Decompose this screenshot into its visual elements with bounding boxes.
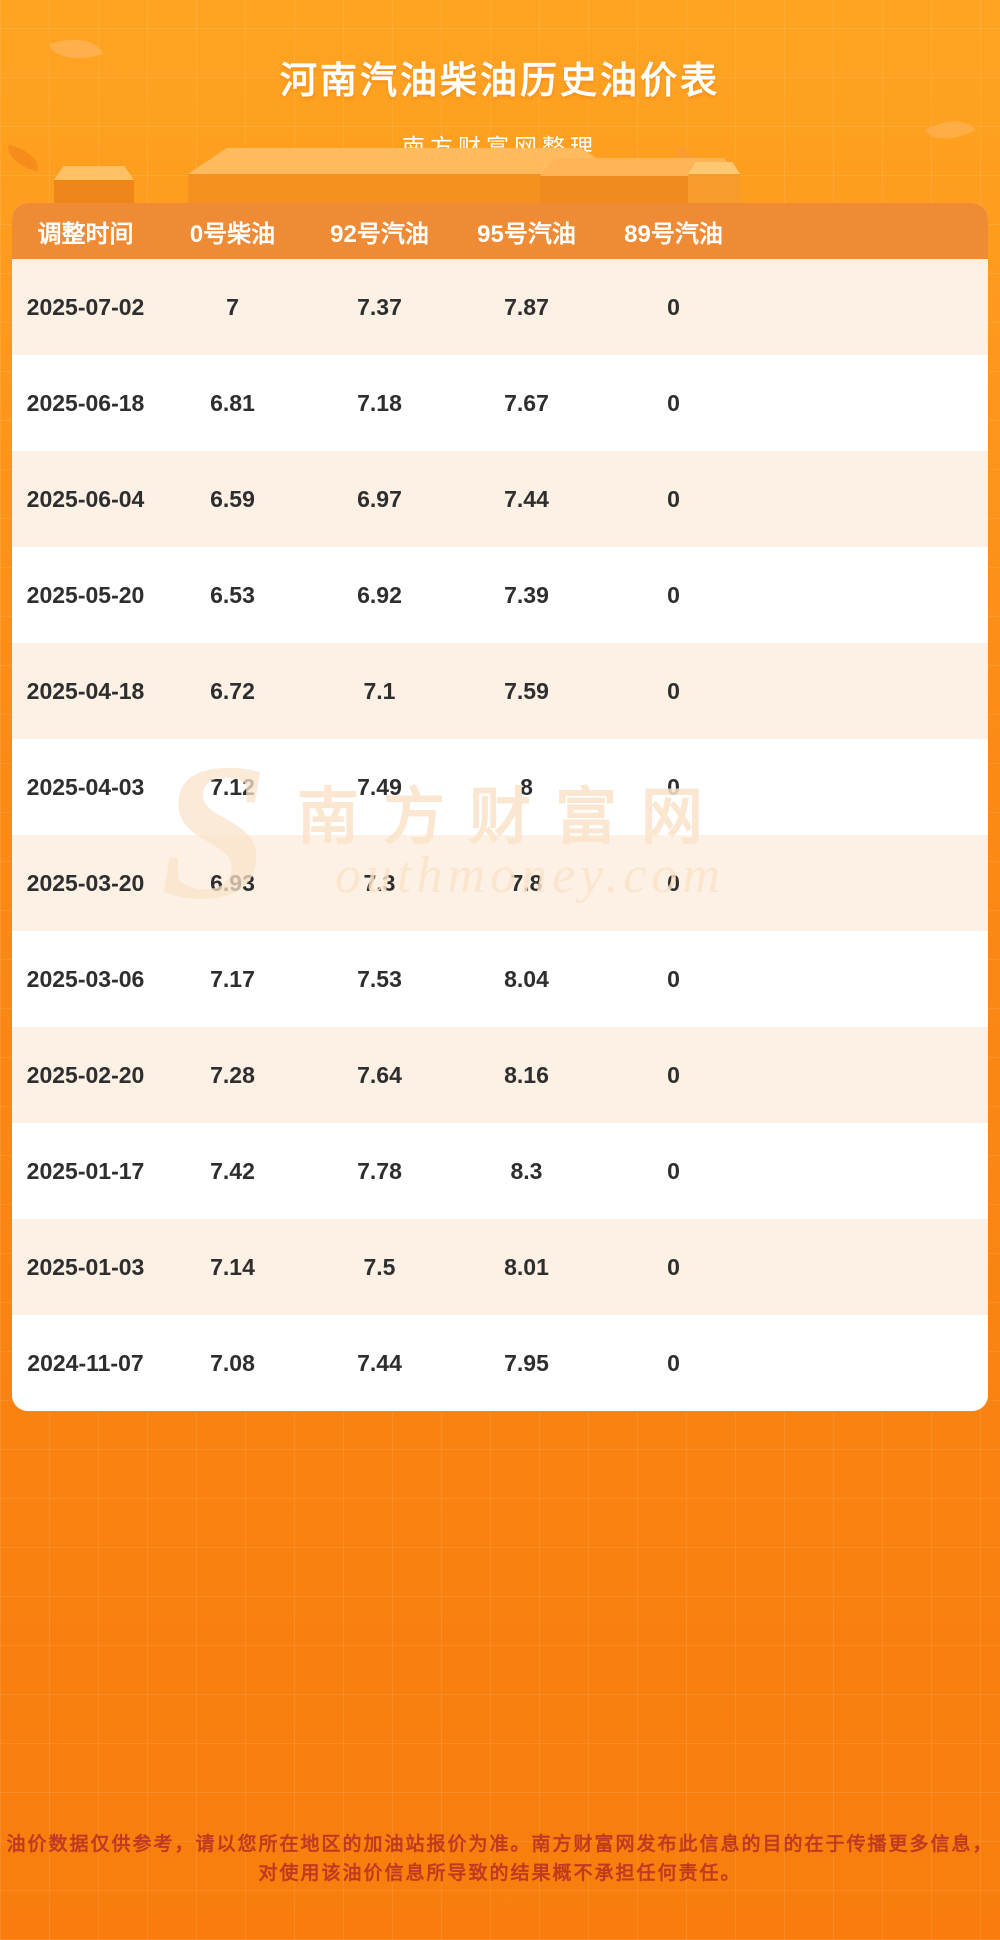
date-cell: 2025-05-20: [26, 581, 145, 608]
date-cell: 2025-01-17: [26, 1157, 145, 1184]
date-cell: 2025-02-20: [26, 1061, 145, 1088]
price-cell: 6.97: [357, 485, 402, 512]
price-cell: 7.64: [357, 1061, 402, 1088]
table-row: 2025-05-20 6.53 6.92 7.39 0: [12, 547, 988, 643]
podium-decoration: [54, 180, 134, 204]
table-row: 2025-03-06 7.17 7.53 8.04 0: [12, 931, 988, 1027]
date-cell: 2025-07-02: [26, 293, 145, 320]
price-cell: 7.1: [363, 677, 396, 704]
price-cell: 0: [667, 677, 680, 704]
price-cell: 7.53: [357, 965, 402, 992]
price-cell: 0: [667, 389, 680, 416]
price-cell: 0: [667, 1157, 680, 1184]
price-cell: 7: [226, 293, 239, 320]
price-cell: 7.59: [504, 677, 549, 704]
price-cell: 7.44: [357, 1349, 402, 1376]
price-cell: 8.04: [504, 965, 549, 992]
price-cell: 7.87: [504, 293, 549, 320]
price-table: 调整时间 0号柴油 92号汽油 95号汽油 89号汽油 2025-07-02 7 7.37 7…: [12, 203, 988, 1411]
price-cell: 7.18: [357, 389, 402, 416]
table-row: 2025-04-18 6.72 7.1 7.59 0: [12, 643, 988, 739]
price-cell: 0: [667, 869, 680, 896]
price-cell: 6.72: [210, 677, 255, 704]
podium-decoration: [54, 166, 134, 180]
price-cell: 7.8: [510, 869, 543, 896]
price-cell: 6.81: [210, 389, 255, 416]
price-cell: 6.53: [210, 581, 255, 608]
page-subtitle: 南方财富网整理: [402, 134, 598, 160]
table-body: 2025-07-02 7 7.37 7.87 0 2025-06-18 6.81 7.18 7.…: [12, 259, 988, 1411]
price-cell: 7.28: [210, 1061, 255, 1088]
price-cell: 7.5: [363, 1253, 396, 1280]
price-cell: 7.49: [357, 773, 402, 800]
price-cell: 7.95: [504, 1349, 549, 1376]
date-cell: 2025-04-03: [26, 773, 145, 800]
price-cell: 0: [667, 1061, 680, 1088]
price-cell: 6.93: [210, 869, 255, 896]
price-cell: 7.67: [504, 389, 549, 416]
header-cell: 92号汽油: [330, 220, 429, 248]
price-cell: 0: [667, 1253, 680, 1280]
price-cell: 0: [667, 965, 680, 992]
price-cell: 0: [667, 581, 680, 608]
date-cell: 2025-03-06: [26, 965, 145, 992]
price-cell: 0: [667, 1349, 680, 1376]
price-cell: 6.92: [357, 581, 402, 608]
date-cell: 2025-06-04: [26, 485, 145, 512]
price-cell: 8.3: [510, 1157, 543, 1184]
podium-decoration: [688, 174, 740, 204]
date-cell: 2024-11-07: [27, 1349, 144, 1376]
podium-decoration: [540, 176, 738, 204]
price-cell: 0: [667, 485, 680, 512]
disclaimer-text: 油价数据仅供参考，请以您所在地区的加油站报价为准。南方财富网发布此信息的目的在于…: [6, 1834, 994, 1884]
price-cell: 7.39: [504, 581, 549, 608]
price-cell: 6.59: [210, 485, 255, 512]
table-row: 2025-04-03 7.12 7.49 8 0: [12, 739, 988, 835]
header-cell: 0号柴油: [189, 220, 276, 248]
price-cell: 7.44: [504, 485, 549, 512]
price-cell: 8.01: [504, 1253, 549, 1280]
date-cell: 2025-06-18: [26, 389, 145, 416]
price-cell: 0: [667, 293, 680, 320]
table-row: 2025-06-18 6.81 7.18 7.67 0: [12, 355, 988, 451]
table-row: 2025-01-03 7.14 7.5 8.01 0: [12, 1219, 988, 1315]
price-cell: 7.42: [210, 1157, 255, 1184]
table-row: 2025-02-20 7.28 7.64 8.16 0: [12, 1027, 988, 1123]
table-row: 2024-11-07 7.08 7.44 7.95 0: [12, 1315, 988, 1411]
price-cell: 7.78: [357, 1157, 402, 1184]
price-cell: 7.08: [210, 1349, 255, 1376]
header-cell: 调整时间: [37, 220, 134, 248]
price-cell: 8: [520, 773, 533, 800]
podium-decoration: [688, 162, 740, 174]
date-cell: 2025-04-18: [26, 677, 145, 704]
disclaimer: 油价数据仅供参考，请以您所在地区的加油站报价为准。南方财富网发布此信息的目的在于…: [0, 1830, 1000, 1888]
price-cell: 0: [667, 773, 680, 800]
table-header-row: 调整时间 0号柴油 92号汽油 95号汽油 89号汽油: [12, 203, 988, 259]
date-cell: 2025-03-20: [26, 869, 145, 896]
price-cell: 7.3: [363, 869, 396, 896]
table-row: 2025-01-17 7.42 7.78 8.3 0: [12, 1123, 988, 1219]
header-cell: 89号汽油: [624, 220, 723, 248]
price-cell: 7.14: [210, 1253, 255, 1280]
price-cell: 7.17: [210, 965, 255, 992]
page-title: 河南汽油柴油历史油价表: [280, 60, 720, 101]
table-row: 2025-06-04 6.59 6.97 7.44 0: [12, 451, 988, 547]
table-row: 2025-07-02 7 7.37 7.87 0: [12, 259, 988, 355]
price-cell: 7.12: [210, 773, 255, 800]
header-cell: 95号汽油: [477, 220, 576, 248]
table-row: 2025-03-20 6.93 7.3 7.8 0: [12, 835, 988, 931]
price-cell: 7.37: [357, 293, 402, 320]
podium-decoration: [188, 174, 620, 204]
date-cell: 2025-01-03: [26, 1253, 145, 1280]
price-cell: 8.16: [504, 1061, 549, 1088]
